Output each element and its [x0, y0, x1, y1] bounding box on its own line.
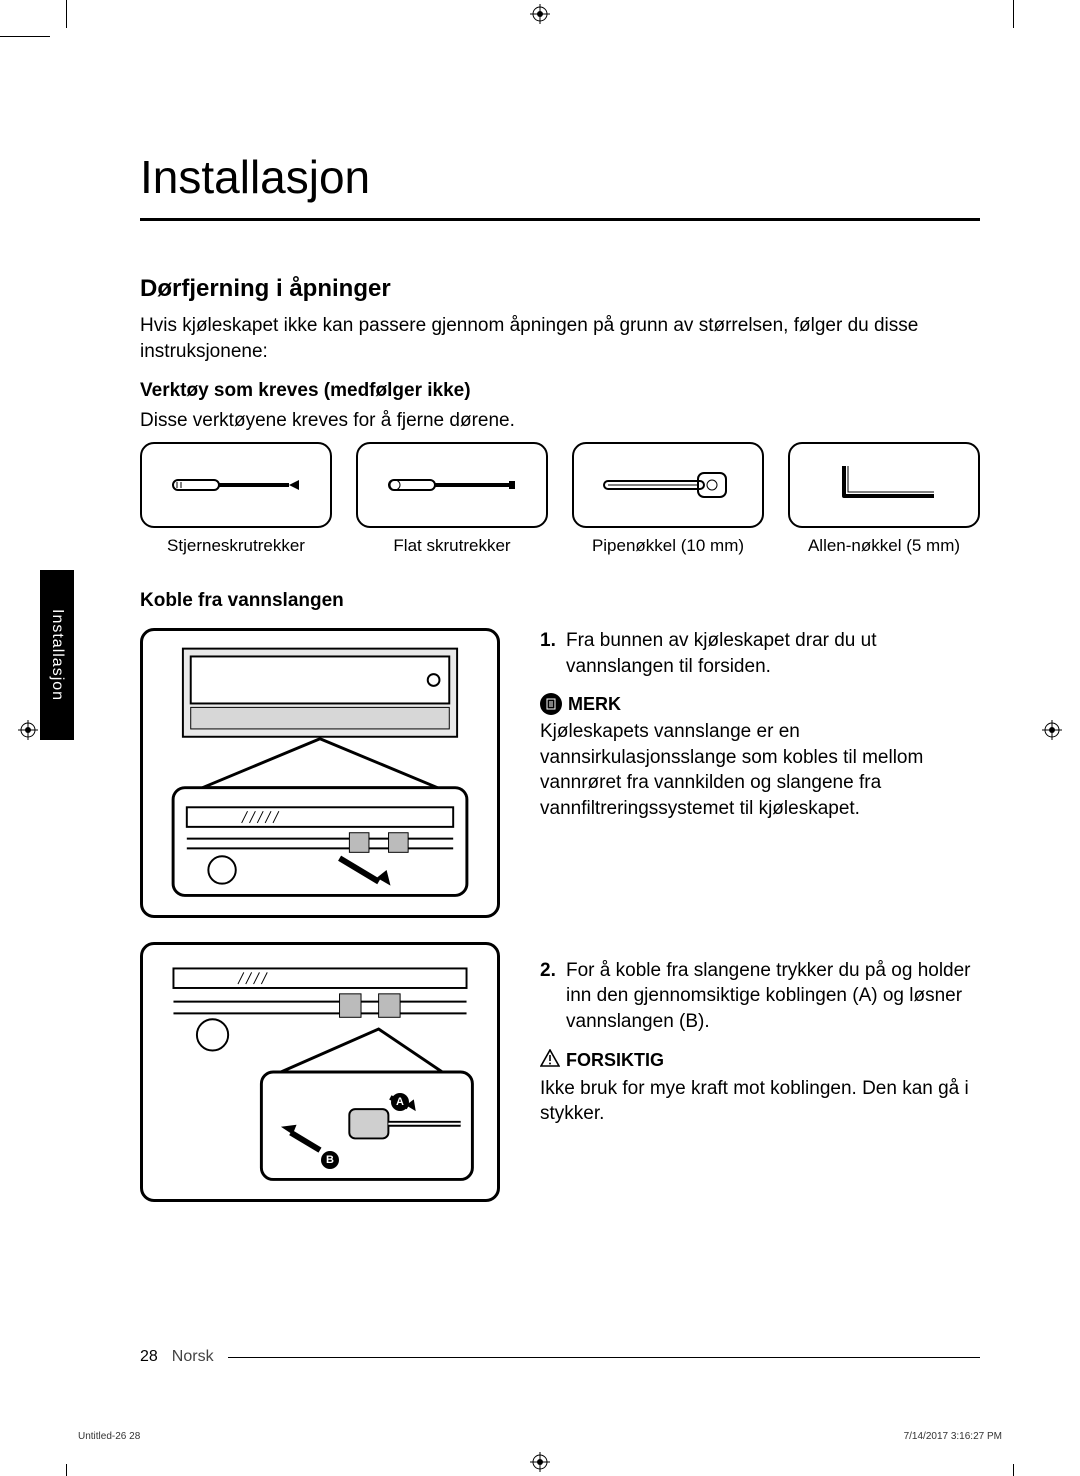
figure-1 — [140, 628, 500, 918]
tools-row: Stjerneskrutrekker Flat skrutrekker — [140, 442, 980, 556]
page-number: 28 — [140, 1348, 158, 1366]
side-tab-label: Installasjon — [48, 609, 66, 701]
tool-item: Pipenøkkel (10 mm) — [572, 442, 764, 556]
footer-rule — [228, 1357, 980, 1358]
tools-heading: Verktøy som kreves (medfølger ikke) — [140, 380, 980, 402]
step-2: 2. For å koble fra slangene trykker du p… — [540, 958, 980, 1035]
allen-key-icon — [788, 442, 980, 528]
intro-paragraph: Hvis kjøleskapet ikke kan passere gjenno… — [140, 313, 980, 364]
socket-wrench-icon — [572, 442, 764, 528]
crop-mark — [1013, 0, 1014, 28]
label-a: A — [391, 1093, 409, 1111]
tool-label: Allen-nøkkel (5 mm) — [788, 536, 980, 556]
phillips-screwdriver-icon — [140, 442, 332, 528]
flat-screwdriver-icon — [356, 442, 548, 528]
tool-label: Pipenøkkel (10 mm) — [572, 536, 764, 556]
label-b: B — [321, 1151, 339, 1169]
text-column: 1. Fra bunnen av kjøleskapet drar du ut … — [540, 628, 980, 1226]
warning-icon — [540, 1049, 560, 1072]
tool-label: Stjerneskrutrekker — [140, 536, 332, 556]
tool-item: Allen-nøkkel (5 mm) — [788, 442, 980, 556]
side-tab: Installasjon — [40, 570, 74, 740]
section-title: Dørfjerning i åpninger — [140, 275, 980, 303]
registration-mark-icon — [1042, 720, 1062, 740]
step-number: 2. — [540, 958, 566, 1035]
two-column: A B 1. Fra bunnen av kjøleskapet drar du… — [140, 628, 980, 1226]
chapter-title: Installasjon — [140, 150, 980, 204]
figure-2: A B — [140, 942, 500, 1202]
registration-mark-icon — [530, 1452, 550, 1472]
tools-sub: Disse verktøyene kreves for å fjerne dør… — [140, 408, 980, 434]
note-label: MERK — [568, 694, 621, 715]
note-heading: MERK — [540, 693, 980, 715]
language-label: Norsk — [172, 1348, 214, 1366]
caution-heading: FORSIKTIG — [540, 1049, 980, 1072]
page-content: Installasjon Installasjon Dørfjerning i … — [140, 150, 980, 1366]
caution-label: FORSIKTIG — [566, 1050, 664, 1071]
caution-body: Ikke bruk for mye kraft mot koblingen. D… — [540, 1076, 980, 1127]
crop-mark — [0, 36, 50, 37]
crop-mark — [1013, 1464, 1014, 1476]
figures-column: A B — [140, 628, 500, 1226]
doc-id: Untitled-26 28 — [78, 1431, 140, 1442]
note-body: Kjøleskapets vannslange er en vannsirkul… — [540, 719, 980, 822]
crop-mark — [66, 0, 67, 28]
divider — [140, 218, 980, 221]
crop-mark — [66, 1464, 67, 1476]
sub-heading: Koble fra vannslangen — [140, 590, 980, 612]
registration-mark-icon — [530, 4, 550, 24]
step-number: 1. — [540, 628, 566, 679]
step-text: Fra bunnen av kjøleskapet drar du ut van… — [566, 628, 980, 679]
registration-mark-icon — [18, 720, 38, 740]
tool-item: Stjerneskrutrekker — [140, 442, 332, 556]
step-1: 1. Fra bunnen av kjøleskapet drar du ut … — [540, 628, 980, 679]
note-icon — [540, 693, 562, 715]
tool-label: Flat skrutrekker — [356, 536, 548, 556]
timestamp: 7/14/2017 3:16:27 PM — [904, 1431, 1002, 1442]
footer: 28 Norsk — [140, 1348, 980, 1366]
step-text: For å koble fra slangene trykker du på o… — [566, 958, 980, 1035]
tool-item: Flat skrutrekker — [356, 442, 548, 556]
